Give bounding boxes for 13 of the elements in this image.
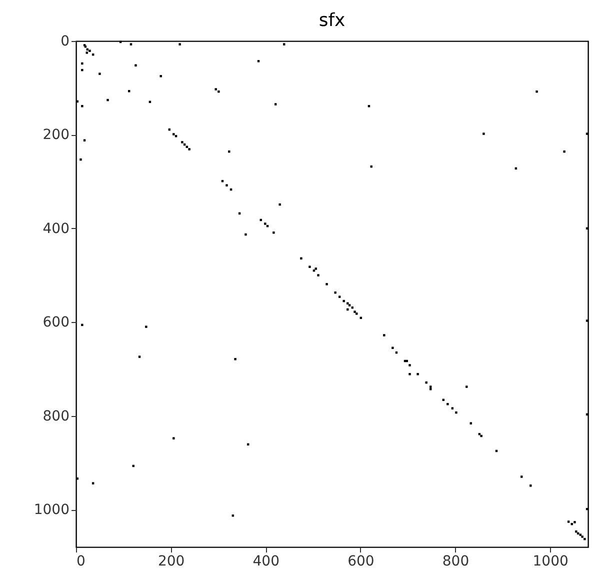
chart-title: sfx bbox=[318, 10, 346, 31]
y-tick-label: 1000 bbox=[34, 502, 70, 518]
x-tick-label: 200 bbox=[158, 554, 185, 570]
x-tick-label: 600 bbox=[348, 554, 374, 570]
y-tick-label: 400 bbox=[42, 220, 70, 237]
x-tick-label: 800 bbox=[442, 554, 470, 570]
x-tick-label: 0 bbox=[76, 554, 86, 570]
y-tick-label: 200 bbox=[42, 127, 70, 144]
y-tick-label: 0 bbox=[60, 34, 70, 50]
x-tick-label: 400 bbox=[252, 554, 280, 570]
x-tick-label: 1000 bbox=[532, 554, 568, 570]
y-tick-label: 600 bbox=[42, 314, 70, 331]
y-tick-label: 800 bbox=[42, 408, 70, 424]
